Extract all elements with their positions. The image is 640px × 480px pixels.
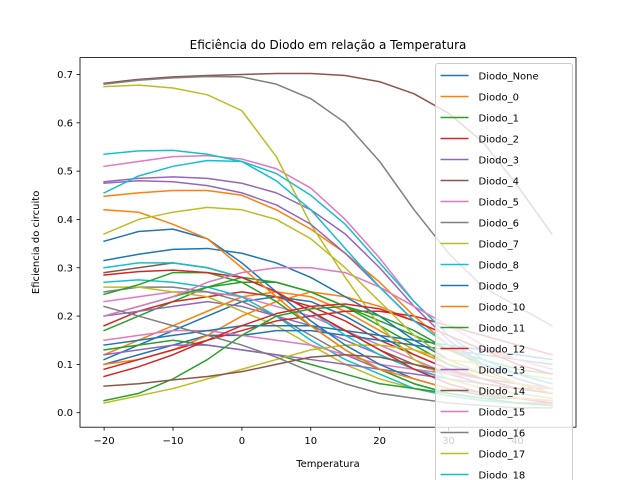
x-tick-label: −20 bbox=[94, 436, 115, 447]
y-tick-label: 0.1 bbox=[57, 360, 73, 371]
legend-label-diodo-11: Diodo_11 bbox=[479, 324, 526, 335]
legend-label-diodo-10: Diodo_10 bbox=[479, 303, 526, 314]
legend-label-diodo-13: Diodo_13 bbox=[479, 366, 526, 377]
legend-label-diodo-17: Diodo_17 bbox=[479, 450, 526, 461]
y-tick-label: 0.7 bbox=[57, 70, 73, 81]
legend-label-diodo-6: Diodo_6 bbox=[479, 219, 519, 230]
legend-label-diodo-14: Diodo_14 bbox=[479, 387, 526, 398]
legend-label-diodo-4: Diodo_4 bbox=[479, 177, 519, 188]
x-tick-label: −10 bbox=[162, 436, 183, 447]
legend-label-diodo-2: Diodo_2 bbox=[479, 135, 519, 146]
y-axis-label: Eficiencia do circuito bbox=[31, 191, 42, 294]
y-tick-label: 0.5 bbox=[57, 167, 73, 178]
legend-label-diodo-3: Diodo_3 bbox=[479, 156, 519, 167]
y-tick-label: 0.3 bbox=[57, 263, 73, 274]
x-tick-label: 10 bbox=[304, 436, 317, 447]
x-tick-label: 0 bbox=[239, 436, 245, 447]
legend-label-diodo-16: Diodo_16 bbox=[479, 429, 526, 440]
legend-label-diodo-7: Diodo_7 bbox=[479, 240, 519, 251]
y-tick-label: 0.4 bbox=[57, 215, 73, 226]
chart-title: Eficiência do Diodo em relação a Tempera… bbox=[190, 38, 467, 52]
legend-label-diodo-15: Diodo_15 bbox=[479, 408, 526, 419]
legend: Diodo_None Diodo_0 Diodo_1 Diodo_2 Diodo_3 Di… bbox=[435, 63, 573, 480]
legend-box bbox=[435, 63, 573, 480]
legend-label-diodo-1: Diodo_1 bbox=[479, 114, 519, 125]
x-axis-label: Temperatura bbox=[295, 459, 360, 470]
y-tick-label: 0.0 bbox=[57, 408, 73, 419]
legend-label-diodo-18: Diodo_18 bbox=[479, 471, 526, 480]
y-tick-label: 0.6 bbox=[57, 118, 73, 129]
legend-label-diodo-none: Diodo_None bbox=[479, 72, 539, 83]
legend-label-diodo-0: Diodo_0 bbox=[479, 93, 519, 104]
legend-label-diodo-12: Diodo_12 bbox=[479, 345, 526, 356]
plot-frame bbox=[79, 57, 577, 428]
legend-label-diodo-8: Diodo_8 bbox=[479, 261, 519, 272]
legend-label-diodo-5: Diodo_5 bbox=[479, 198, 519, 209]
x-tick-label: 20 bbox=[373, 436, 386, 447]
y-tick-label: 0.2 bbox=[57, 312, 73, 323]
legend-label-diodo-9: Diodo_9 bbox=[479, 282, 519, 293]
